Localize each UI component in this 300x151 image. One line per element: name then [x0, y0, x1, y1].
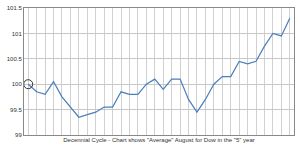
svg-text:99: 99: [15, 132, 22, 138]
svg-text:99.5: 99.5: [10, 107, 22, 113]
svg-text:100.5: 100.5: [7, 56, 23, 62]
svg-text:Decennial Cycle - Chart shows: Decennial Cycle - Chart shows "Average" …: [63, 137, 255, 143]
svg-text:100: 100: [12, 81, 23, 87]
svg-text:101: 101: [12, 31, 23, 37]
svg-text:101.5: 101.5: [7, 5, 23, 11]
